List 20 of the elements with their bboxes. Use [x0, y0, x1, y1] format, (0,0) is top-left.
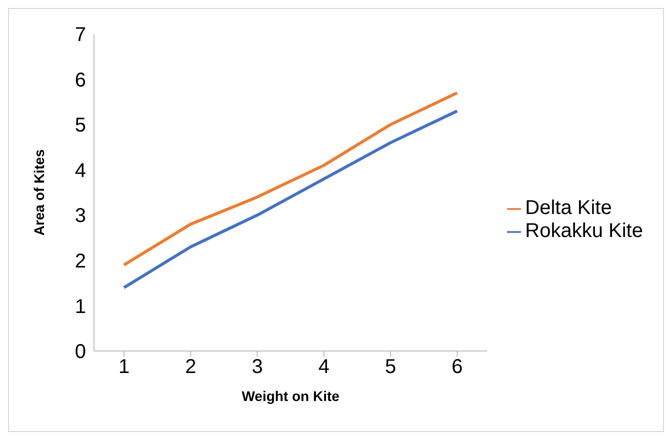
legend-label: Delta Kite	[525, 197, 612, 219]
x-tick-label: 5	[384, 356, 396, 378]
y-tick-label: 4	[74, 160, 86, 182]
line-series	[122, 109, 459, 290]
x-tick-label: 1	[118, 356, 130, 378]
x-tick-label: 4	[318, 356, 330, 378]
y-tick-label: 1	[74, 296, 86, 318]
x-axis-title: Weight on Kite	[242, 388, 340, 404]
x-tick-label: 3	[252, 356, 263, 378]
x-tick-label: 2	[185, 356, 196, 378]
y-tick-label: 5	[74, 114, 86, 137]
y-axis-title: Area of Kites	[30, 149, 47, 236]
y-tick-label: 2	[74, 250, 86, 273]
legend-label: Rokakku Kite	[525, 220, 643, 242]
y-tick-label: 7	[74, 24, 86, 46]
y-tick-label: 3	[74, 205, 86, 228]
y-tick-label: 0	[74, 341, 86, 364]
y-tick-label: 6	[74, 69, 86, 92]
line-series	[122, 91, 459, 266]
x-tick-label: 6	[452, 356, 463, 378]
